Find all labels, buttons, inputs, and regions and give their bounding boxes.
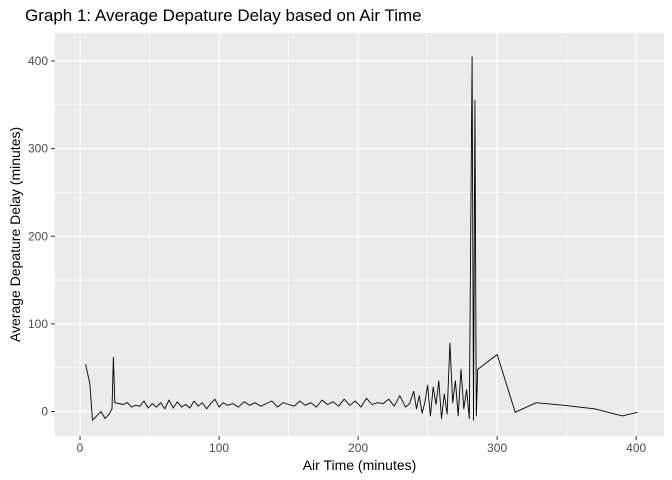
chart-title: Graph 1: Average Depature Delay based on… [25,6,422,25]
x-tick-label: 200 [348,441,368,455]
y-tick-label: 200 [28,229,48,243]
plot-panel [55,33,664,436]
x-tick-label: 0 [77,441,84,455]
y-tick-label: 0 [41,404,48,418]
minor-gridlines [55,33,664,436]
y-tick-label: 300 [28,142,48,156]
major-gridlines [55,33,664,436]
x-axis-title: Air Time (minutes) [303,457,417,473]
x-axis-ticks: 0 100 200 300 400 [77,436,647,455]
x-tick-label: 400 [626,441,646,455]
y-tick-label: 100 [28,317,48,331]
x-tick-label: 100 [209,441,229,455]
y-tick-label: 400 [28,54,48,68]
series-line [85,56,638,421]
x-tick-label: 300 [487,441,507,455]
y-axis-title: Average Depature Delay (minutes) [7,127,23,342]
y-axis-ticks: 0 100 200 300 400 [28,54,55,418]
